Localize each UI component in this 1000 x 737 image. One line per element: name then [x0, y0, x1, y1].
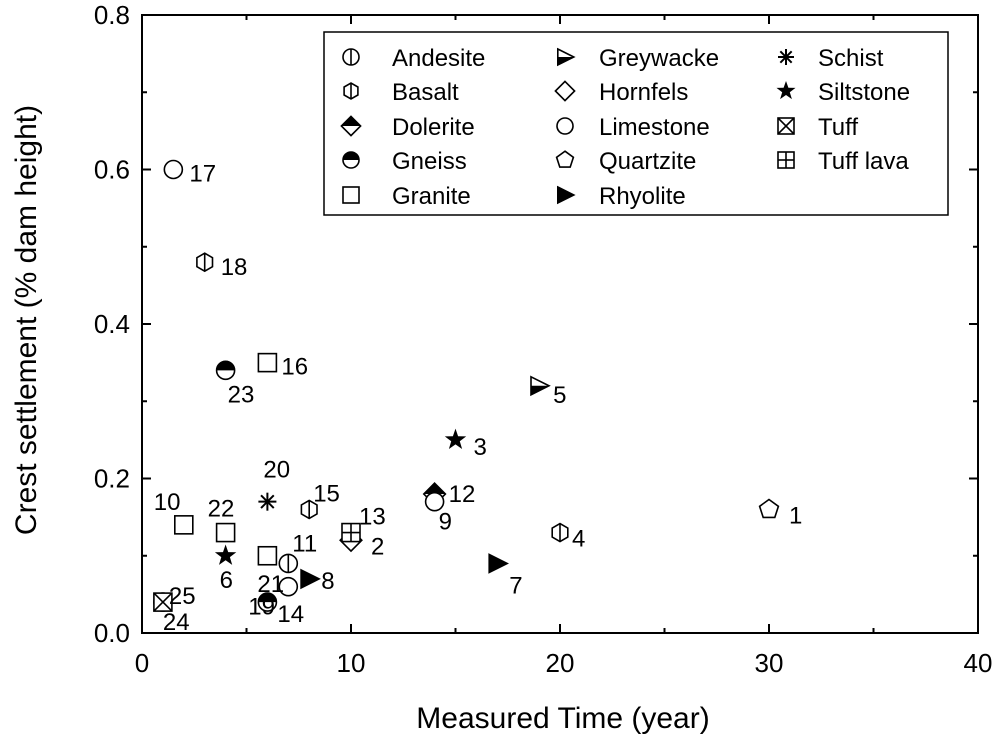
legend-label: Granite — [392, 183, 471, 210]
legend-entry-granite: Granite — [342, 183, 471, 210]
point-limestone — [163, 159, 184, 180]
point-number-label: 1 — [789, 502, 802, 529]
y-axis-title: Crest settlement (% dam height) — [10, 105, 43, 535]
point-number-label: 18 — [221, 254, 248, 281]
point-number-label: 20 — [263, 457, 290, 484]
legend-label: Hornfels — [599, 79, 688, 106]
point-number-label: 16 — [281, 354, 308, 381]
point-rhyolite — [488, 553, 509, 574]
point-tuff — [153, 592, 173, 612]
point-number-label: 8 — [321, 568, 334, 595]
point-number-label: 17 — [189, 161, 216, 188]
point-siltstone — [444, 428, 467, 449]
legend-label: Dolerite — [392, 114, 475, 141]
point-tuff-lava — [341, 522, 361, 543]
point-number-label: 23 — [228, 381, 255, 408]
point-siltstone — [214, 544, 237, 565]
legend-entry-gneiss: Gneiss — [342, 148, 467, 175]
point-number-label: 5 — [553, 382, 566, 409]
legend-entry-dolerite: Dolerite — [340, 114, 475, 141]
y-tick-label: 0.0 — [94, 618, 130, 648]
point-number-label: 15 — [313, 480, 340, 507]
point-basalt — [551, 522, 569, 543]
x-tick-label: 40 — [964, 648, 993, 678]
point-basalt — [196, 252, 214, 273]
ticks: 0 10 20 30 40 0.0 0.2 0.4 0.6 0.8 — [94, 0, 993, 678]
point-number-label: 24 — [163, 609, 190, 636]
legend-entry-andesite: Andesite — [342, 45, 485, 72]
point-number-label: 3 — [474, 434, 487, 461]
legend-entry-schist: Schist — [778, 45, 884, 72]
point-limestone — [424, 491, 445, 512]
point-number-label: 4 — [572, 526, 585, 553]
data-points — [153, 159, 780, 612]
y-tick-label: 0.4 — [94, 309, 130, 339]
legend-entry-basalt: Basalt — [343, 79, 459, 106]
point-rhyolite — [300, 568, 321, 590]
legend-label: Tuff lava — [818, 148, 909, 175]
point-basalt — [300, 499, 318, 520]
point-number-label: 11 — [292, 530, 317, 557]
legend-label: Siltstone — [818, 79, 910, 106]
legend-entry-siltstone: Siltstone — [776, 79, 910, 106]
point-number-label: 2 — [371, 533, 384, 560]
legend-entry-limestone: Limestone — [556, 114, 710, 141]
point-number-label: 10 — [154, 489, 181, 516]
legend-label: Schist — [818, 45, 884, 72]
legend-label: Basalt — [392, 79, 459, 106]
legend-label: Andesite — [392, 45, 485, 72]
point-number-label: 19 — [248, 594, 275, 621]
legend-entry-greywacke: Greywacke — [556, 45, 719, 72]
point-number-label: 25 — [169, 583, 196, 610]
point-andesite — [278, 553, 299, 574]
legend-label: Rhyolite — [599, 183, 686, 210]
point-gneiss — [257, 592, 278, 612]
point-granite — [257, 545, 278, 566]
y-tick-label: 0.2 — [94, 464, 130, 494]
point-number-label: 9 — [439, 509, 452, 536]
legend-entry-tuff: Tuff — [777, 114, 858, 141]
point-number-label: 13 — [359, 504, 386, 531]
point-number-label: 12 — [449, 481, 476, 508]
point-schist — [258, 492, 277, 511]
legend-label: Limestone — [599, 114, 710, 141]
point-number-label: 6 — [220, 567, 233, 594]
point-number-label: 14 — [277, 601, 304, 628]
legend-box — [323, 31, 949, 216]
point-greywacke — [530, 375, 551, 397]
legend-label: Greywacke — [599, 45, 719, 72]
x-tick-label: 10 — [337, 648, 366, 678]
legend-label: Quartzite — [599, 148, 696, 175]
point-quartzite — [758, 498, 780, 519]
point-granite — [174, 515, 194, 535]
legend-label: Gneiss — [392, 148, 467, 175]
point-number-label: 22 — [208, 496, 235, 523]
point-limestone — [278, 576, 299, 597]
point-number-label: 21 — [257, 571, 284, 598]
x-tick-label: 20 — [546, 648, 575, 678]
legend-label: Tuff — [818, 114, 858, 141]
legend-entry-rhyolite: Rhyolite — [556, 183, 686, 210]
point-gneiss — [215, 360, 236, 381]
point-number-label: 7 — [509, 572, 522, 599]
x-axis-title: Measured Time (year) — [416, 702, 709, 735]
x-tick-label: 0 — [135, 648, 149, 678]
legend-entry-quartzite: Quartzite — [555, 148, 696, 175]
legend: Andesite Basalt Dolerite Gneiss Granite Greyw… — [323, 31, 949, 216]
y-tick-label: 0.8 — [94, 0, 130, 30]
legend-entry-tuff-lava: Tuff lava — [777, 148, 909, 175]
legend-entry-hornfels: Hornfels — [554, 79, 688, 106]
point-granite — [215, 522, 236, 543]
x-tick-label: 30 — [755, 648, 784, 678]
point-granite — [257, 352, 278, 373]
y-tick-label: 0.6 — [94, 155, 130, 185]
